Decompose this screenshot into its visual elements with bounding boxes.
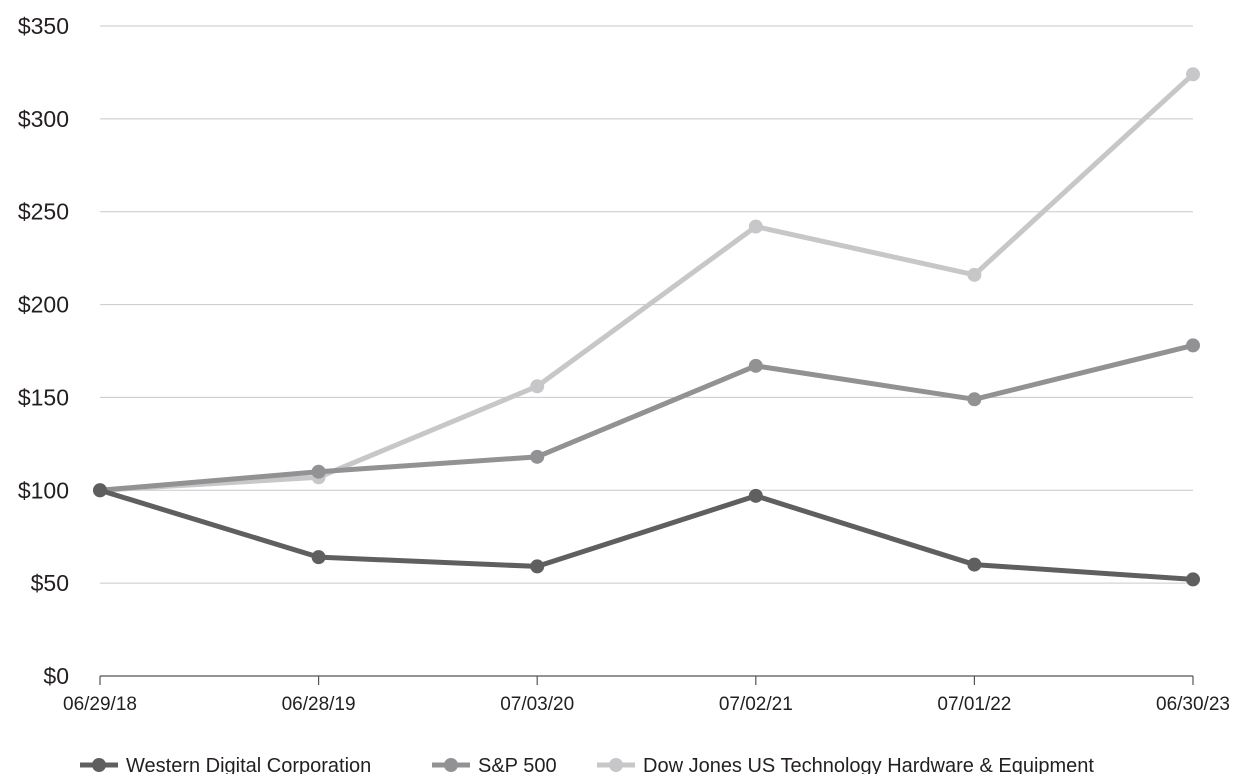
x-tick-label: 06/30/23	[1156, 694, 1230, 715]
x-tick-label: 07/03/20	[500, 694, 574, 715]
legend-swatch-marker	[92, 758, 106, 772]
y-axis-ticks: $0 $50 $100 $150 $200 $250 $300 $350	[18, 13, 69, 689]
data-point	[1186, 338, 1200, 353]
legend-swatch-marker	[609, 758, 623, 772]
data-point	[93, 483, 107, 498]
series-line	[99, 343, 1194, 493]
x-axis: 06/29/18 06/28/19 07/03/20 07/02/21 07/01/22…	[63, 675, 1230, 715]
data-point	[748, 219, 763, 234]
y-tick-label: $150	[18, 384, 69, 410]
legend-label: S&P 500	[478, 755, 557, 774]
data-point	[1186, 572, 1200, 587]
series-line	[99, 487, 1194, 582]
gridlines	[100, 25, 1193, 584]
data-point	[311, 464, 326, 479]
series-lines	[93, 67, 1200, 587]
data-point	[967, 392, 982, 407]
legend: Western Digital Corporation S&P 500 Dow Jo…	[80, 755, 1094, 777]
legend-label: Dow Jones US Technology Hardware & Equip…	[643, 755, 1094, 774]
y-tick-label: $50	[31, 570, 69, 596]
y-tick-label: $0	[43, 663, 69, 689]
x-tick-label: 07/01/22	[937, 694, 1011, 715]
x-tick-label: 06/28/19	[282, 694, 356, 715]
legend-swatch-marker	[444, 758, 458, 772]
y-tick-label: $100	[18, 477, 69, 503]
data-point	[530, 449, 545, 464]
data-point	[967, 267, 982, 282]
legend-label: Western Digital Corporation	[126, 755, 371, 774]
data-point	[530, 559, 545, 574]
data-point	[967, 557, 982, 572]
data-point	[748, 358, 763, 373]
y-tick-label: $300	[18, 106, 69, 132]
data-point	[530, 379, 545, 394]
y-tick-label: $200	[18, 292, 69, 318]
y-tick-label: $350	[18, 13, 69, 39]
y-tick-label: $250	[18, 199, 69, 225]
data-point	[311, 550, 326, 565]
data-point	[1186, 67, 1200, 82]
x-tick-label: 06/29/18	[63, 694, 137, 715]
series-line	[99, 72, 1195, 493]
x-tick-label: 07/02/21	[719, 694, 793, 715]
data-point	[748, 488, 763, 503]
